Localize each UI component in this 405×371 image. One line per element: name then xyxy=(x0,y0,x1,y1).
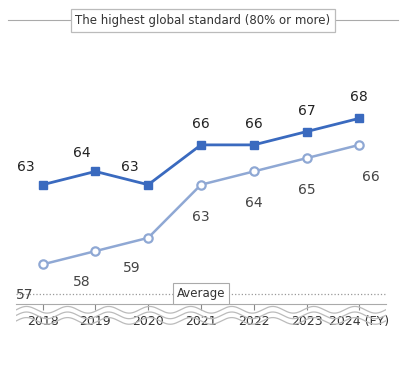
Text: 66: 66 xyxy=(192,117,209,131)
Text: 64: 64 xyxy=(244,196,262,210)
Text: 58: 58 xyxy=(72,275,90,289)
Text: 67: 67 xyxy=(297,104,315,118)
Text: 64: 64 xyxy=(72,146,90,160)
Text: The highest global standard (80% or more): The highest global standard (80% or more… xyxy=(75,14,330,27)
Text: 57: 57 xyxy=(16,288,33,302)
Text: 68: 68 xyxy=(350,91,367,105)
Text: Average: Average xyxy=(176,287,225,300)
Text: 59: 59 xyxy=(122,262,140,275)
Text: 66: 66 xyxy=(244,117,262,131)
Text: 63: 63 xyxy=(192,210,209,224)
Text: 66: 66 xyxy=(361,170,378,184)
Text: 63: 63 xyxy=(121,160,139,174)
Text: 63: 63 xyxy=(17,160,35,174)
Text: 65: 65 xyxy=(297,183,315,197)
